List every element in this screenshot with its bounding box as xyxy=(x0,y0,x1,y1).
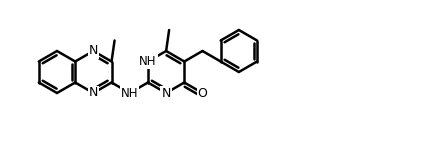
Text: O: O xyxy=(198,87,207,100)
Text: NH: NH xyxy=(121,87,139,100)
Text: N: N xyxy=(89,87,98,100)
Text: NH: NH xyxy=(139,55,157,68)
Text: N: N xyxy=(89,44,98,57)
Text: N: N xyxy=(162,87,171,100)
